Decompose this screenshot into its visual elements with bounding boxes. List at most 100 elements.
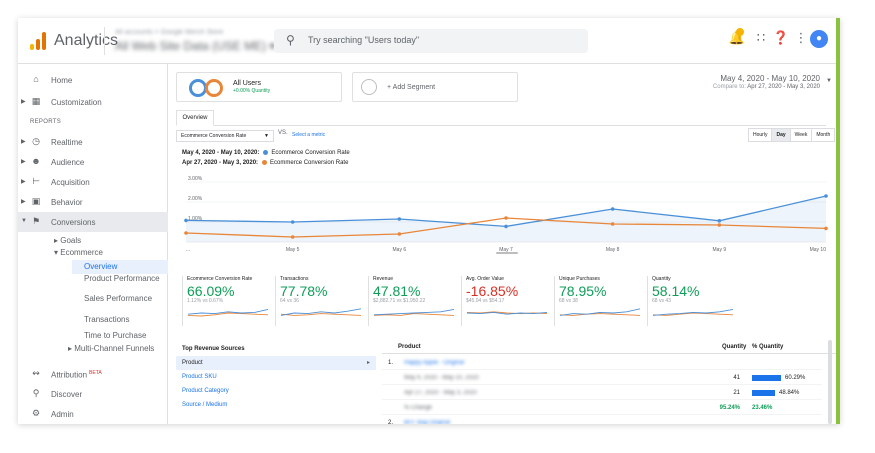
search-icon: ⚲ (286, 33, 295, 47)
segment-all-users[interactable]: All Users +0.00% Quantity (176, 72, 342, 102)
scorecard-label: Quantity (652, 276, 671, 282)
chevron-down-icon: ▼ (264, 133, 269, 139)
scorecard-compare: $45.04 vs $54.17 (466, 298, 505, 304)
scorecard[interactable]: Revenue 47.81% $2,882.71 vs $1,950.22 (368, 276, 456, 326)
y-tick-label: 1.00% (188, 216, 203, 222)
account-selector[interactable]: All accounts > Google Merch Store All We… (104, 27, 276, 55)
sidebar-item-audience[interactable]: ▶ ☻ Audience (21, 156, 85, 167)
sparkline-primary (559, 308, 641, 316)
sidebar-item-product-performance[interactable]: Product Performance (84, 274, 160, 283)
revenue-source-product[interactable]: Product ▸ (176, 356, 376, 370)
sparkline-compare (466, 311, 548, 315)
scorecard[interactable]: Transactions 77.78% 64 vs 36 (275, 276, 363, 326)
data-point (717, 219, 722, 223)
scorecard-label: Transactions (280, 276, 309, 282)
data-point (824, 194, 828, 198)
sparkline-compare (652, 312, 734, 316)
sparkline-primary (652, 308, 734, 316)
data-point (504, 224, 508, 229)
granularity-month[interactable]: Month (816, 132, 831, 138)
date-range-compare[interactable]: Compare to: Apr 27, 2020 - May 3, 2020 (712, 84, 820, 90)
add-segment-circle-icon (361, 79, 377, 95)
select-metric-link[interactable]: Select a metric (292, 132, 326, 138)
person-icon: ☻ (31, 156, 41, 166)
sidebar-item-home[interactable]: ⌂ Home (18, 70, 168, 90)
product-name-link[interactable]: BFF Bag Original (404, 420, 451, 424)
scorecard[interactable]: Unique Purchases 78.95% 68 vs 38 (554, 276, 642, 326)
table-row[interactable]: % Change 95.24% 23.46% (382, 401, 822, 415)
search-placeholder: Try searching "Users today" (308, 35, 420, 45)
analytics-logo-icon[interactable] (30, 32, 46, 50)
sidebar-item-realtime[interactable]: ▶ ◷ Realtime (21, 136, 83, 147)
row-period: % Change (404, 405, 433, 411)
sidebar-item-discover[interactable]: ⚲ Discover (18, 384, 168, 404)
metric-dropdown[interactable]: Ecommerce Conversion Rate ▼ (176, 130, 274, 142)
clock-icon: ◷ (32, 136, 40, 146)
product-name-link[interactable]: Happy Apple - Original (404, 360, 465, 366)
sidebar-item-goals[interactable]: ▸ Goals (54, 236, 82, 245)
sidebar-item-conversions[interactable]: ▼ ⚑ Conversions (18, 212, 168, 232)
conversion-rate-chart[interactable]: 3.00% 2.00% 1.00%... May 5 May 6 May 7 May 8 Ma… (176, 174, 836, 254)
sidebar-item-time-to-purchase[interactable]: Time to Purchase (84, 331, 147, 340)
beta-badge: BETA (89, 370, 102, 376)
add-segment-label: + Add Segment (387, 84, 436, 91)
more-vert-icon[interactable]: ⋮ (794, 30, 808, 45)
account-avatar-icon[interactable]: ● (810, 30, 828, 48)
data-point (397, 232, 402, 236)
granularity-week[interactable]: Week (791, 129, 813, 141)
granularity-hourly[interactable]: Hourly (749, 129, 773, 141)
sidebar-item-admin[interactable]: ⚙ Admin (31, 408, 74, 419)
apps-grid-icon[interactable]: ∷ (756, 30, 766, 45)
table-row[interactable]: Apr 27, 2020 - May 3, 2020 21 48.84% (382, 386, 822, 400)
revenue-source-source-medium[interactable]: Source / Medium (182, 402, 228, 408)
y-tick-label: 2.00% (188, 196, 203, 202)
scorecard[interactable]: Avg. Order Value -16.85% $45.04 vs $54.1… (461, 276, 549, 326)
data-point (717, 223, 722, 227)
flag-icon: ⚑ (31, 216, 41, 226)
date-range-main[interactable]: May 4, 2020 - May 10, 2020 (720, 74, 820, 83)
sidebar-item-sales-performance[interactable]: Sales Performance (84, 294, 153, 303)
notification-badge (736, 28, 744, 36)
chart-resize-handle[interactable] (496, 252, 518, 254)
data-point (610, 207, 615, 211)
table-scrollbar[interactable] (828, 340, 832, 424)
date-dropdown-icon[interactable]: ▼ (826, 78, 832, 84)
granularity-day[interactable]: Day (772, 129, 791, 141)
home-icon: ⌂ (33, 74, 39, 84)
sidebar-item-customization[interactable]: ▶ ▦ Customization (21, 96, 102, 107)
row-pct-quantity: 48.84% (779, 390, 800, 396)
row-quantity: 21 (733, 390, 740, 396)
table-row[interactable]: May 4, 2020 - May 10, 2020 41 60.29% (382, 371, 822, 385)
scorecard[interactable]: Ecommerce Conversion Rate 66.09% 1.12% v… (182, 276, 270, 326)
scorecard-compare: 64 vs 36 (280, 298, 299, 304)
table-row[interactable]: 1. Happy Apple - Original (382, 356, 822, 370)
sparkline (466, 311, 548, 315)
tab-overview[interactable]: Overview (176, 110, 214, 126)
sidebar-item-overview[interactable]: Overview (84, 262, 118, 271)
sparkline-primary (373, 308, 455, 316)
search-box[interactable]: ⚲ Try searching "Users today" (274, 29, 588, 53)
expand-icon: ▶ (21, 99, 26, 105)
attribution-icon: ↭ (32, 368, 40, 378)
sidebar-item-acquisition[interactable]: ▶ ⊢ Acquisition (21, 176, 90, 187)
tab-bar: Overview (176, 108, 826, 126)
sparkline (280, 308, 362, 316)
sidebar-item-ecommerce[interactable]: ▾ Ecommerce (54, 248, 103, 257)
revenue-source-product-category[interactable]: Product Category (182, 388, 229, 394)
legend-compare: Apr 27, 2020 - May 3, 2020: Ecommerce Con… (182, 160, 349, 167)
x-tick-label: May 9 (713, 247, 727, 253)
scorecard[interactable]: Quantity 58.14% 68 vs 43 (647, 276, 735, 326)
product-table-header: Product Quantity % Quantity (382, 342, 836, 354)
sidebar-item-transactions[interactable]: Transactions (84, 315, 130, 324)
main-content: All Users +0.00% Quantity + Add Segment … (168, 64, 836, 424)
revenue-source-product-sku[interactable]: Product SKU (182, 374, 217, 380)
help-icon[interactable]: ❓ (772, 30, 790, 45)
sparkline (187, 308, 269, 317)
row-period: Apr 27, 2020 - May 3, 2020 (404, 390, 477, 396)
sidebar-item-behavior[interactable]: ▶ ▣ Behavior (21, 196, 83, 207)
add-segment-button[interactable]: + Add Segment (352, 72, 518, 102)
sidebar-item-multichannel[interactable]: ▸ Multi-Channel Funnels (68, 344, 155, 353)
table-row[interactable]: 2. BFF Bag Original (382, 416, 822, 424)
scorecard-value: 78.95% (559, 283, 607, 299)
sidebar-item-attribution[interactable]: ↭ Attribution BETA (18, 364, 168, 384)
